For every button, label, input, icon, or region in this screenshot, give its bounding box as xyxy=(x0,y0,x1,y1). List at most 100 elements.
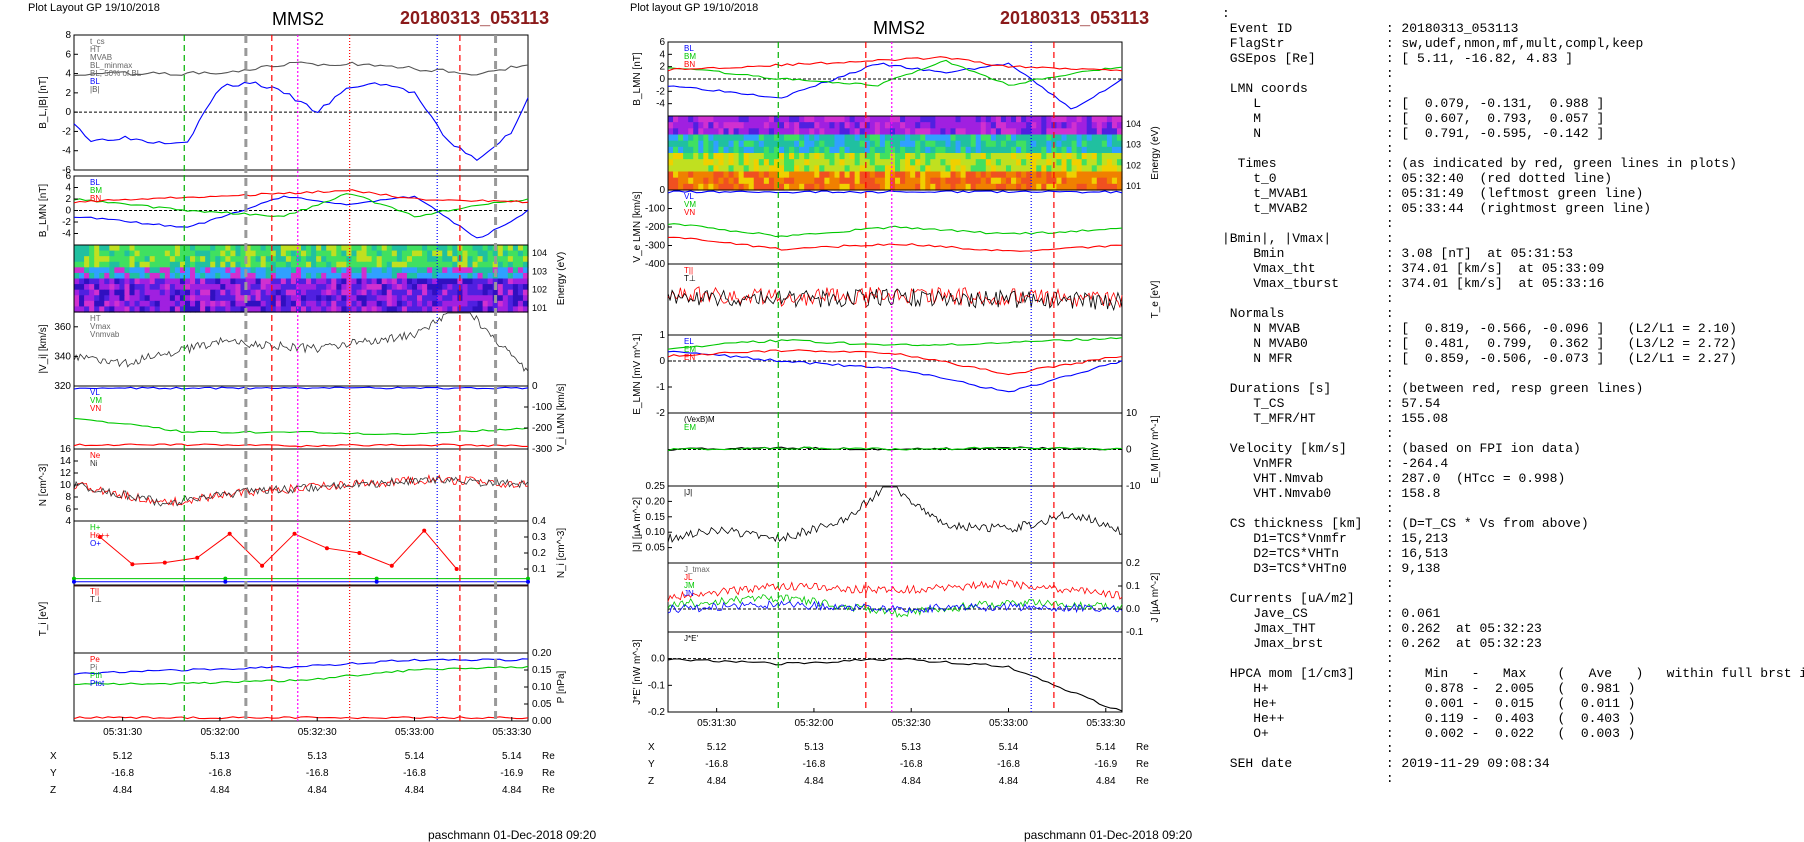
right-chart-heatmap-cell xyxy=(743,128,750,136)
right-chart-ephemeris-value: 5.12 xyxy=(707,742,727,753)
right-chart-heatmap-cell xyxy=(758,122,765,129)
right-chart-heatmap-cell xyxy=(844,146,851,154)
left-chart-heatmap-cell xyxy=(129,295,136,302)
right-chart-heatmap-cell xyxy=(804,146,810,154)
left-chart-heatmap-cell xyxy=(522,256,529,263)
left-chart-tick-label: 8 xyxy=(65,30,71,41)
right-chart-heatmap-cell xyxy=(824,177,831,185)
right-chart-axis-label: |J| [µA m^-2] xyxy=(632,497,643,552)
left-chart-heatmap-cell xyxy=(386,295,393,302)
left-chart-heatmap-cell xyxy=(190,306,196,313)
left-chart-heatmap-cell xyxy=(442,245,448,252)
right-chart-heatmap-cell xyxy=(945,116,952,123)
left-chart-heatmap-cell xyxy=(386,272,393,280)
right-chart-heatmap-cell xyxy=(905,146,911,154)
left-chart-data-point xyxy=(260,563,265,568)
right-chart-heatmap-cell xyxy=(1071,171,1078,179)
right-chart-heatmap-cell xyxy=(935,177,941,185)
left-chart-heatmap-cell xyxy=(306,256,312,263)
left-chart-heatmap-cell xyxy=(341,261,347,268)
left-chart-heatmap-cell xyxy=(99,250,105,257)
right-chart-heatmap-cell xyxy=(1081,140,1088,148)
right-chart-heatmap-cell xyxy=(834,128,841,136)
right-chart-heatmap-cell xyxy=(778,171,785,179)
right-chart-axis-label: V_e LMN [km/s] xyxy=(632,191,643,262)
left-chart-heatmap-cell xyxy=(164,256,171,263)
right-chart-heatmap-cell xyxy=(975,146,982,154)
right-chart-heatmap-cell xyxy=(970,122,977,129)
info-line: O+ : 0.002 - 0.022 ( 0.003 ) xyxy=(1222,726,1636,741)
right-chart-heatmap-cell xyxy=(668,159,674,166)
left-chart-data-point xyxy=(72,576,76,581)
info-line: : xyxy=(1222,66,1394,81)
right-chart-heatmap-cell xyxy=(980,183,987,191)
right-chart-heatmap-cell xyxy=(738,122,745,129)
right-chart-heatmap-cell xyxy=(955,116,962,123)
left-chart-heatmap-cell xyxy=(159,245,166,252)
left-chart-heatmap-cell xyxy=(437,278,443,285)
right-chart-heatmap-cell xyxy=(718,165,725,173)
right-chart-heatmap-cell xyxy=(784,122,790,129)
left-chart-series-line xyxy=(73,658,529,675)
right-chart-heatmap-cell xyxy=(753,183,760,191)
right-chart-heatmap-cell xyxy=(970,134,977,142)
left-chart-heatmap-cell xyxy=(396,289,403,296)
left-chart-heatmap-cell xyxy=(104,278,110,285)
left-chart-heatmap-cell xyxy=(301,295,307,302)
right-chart-heatmap-cell xyxy=(1086,140,1093,148)
right-chart-heatmap-cell xyxy=(778,128,785,136)
left-chart-heatmap-cell xyxy=(190,256,196,263)
left-chart-heatmap-cell xyxy=(255,272,262,280)
left-chart-heatmap-cell xyxy=(467,267,474,274)
right-chart-tick-label: -0.1 xyxy=(1126,627,1144,638)
right-chart-heatmap-cell xyxy=(1005,140,1012,148)
left-chart-heatmap-cell xyxy=(432,261,438,268)
left-chart-heatmap-cell xyxy=(401,278,408,285)
right-chart-heatmap-cell xyxy=(834,183,841,191)
right-chart-heatmap-cell xyxy=(794,153,800,160)
info-line: : xyxy=(1222,501,1394,516)
left-chart-heatmap-cell xyxy=(306,284,312,291)
right-chart-heatmap-cell xyxy=(1051,146,1058,154)
info-line: Times : (as indicated by red, green line… xyxy=(1222,156,1737,171)
left-chart-heatmap-cell xyxy=(195,284,201,291)
right-chart-heatmap-cell xyxy=(1116,128,1123,136)
right-chart-legend-entry: T|| xyxy=(684,266,693,275)
right-chart-heatmap-cell xyxy=(753,165,760,173)
left-chart-data-point xyxy=(223,576,228,581)
left-chart-heatmap-cell xyxy=(452,250,458,257)
right-chart-heatmap-cell xyxy=(985,165,992,173)
left-chart-heatmap-cell xyxy=(205,267,211,274)
left-chart-heatmap-cell xyxy=(260,256,267,263)
left-chart-heatmap-cell xyxy=(129,300,136,308)
right-chart-heatmap-cell xyxy=(748,116,755,123)
right-chart-axis-label: T_e [eV] xyxy=(1150,280,1161,318)
right-chart-heatmap-cell xyxy=(758,128,765,136)
left-chart-heatmap-cell xyxy=(502,245,509,252)
left-chart-heatmap-cell xyxy=(366,272,373,280)
left-chart-heatmap-cell xyxy=(331,289,337,296)
right-chart-heatmap-cell xyxy=(950,140,957,148)
right-chart-heatmap-cell xyxy=(829,116,836,123)
right-chart-heatmap-cell xyxy=(789,171,795,179)
left-chart-heatmap-cell xyxy=(386,306,393,313)
right-chart-heatmap-cell xyxy=(900,122,906,129)
left-chart-heatmap-cell xyxy=(250,278,257,285)
right-chart-heatmap-cell xyxy=(829,183,836,191)
left-chart-heatmap-cell xyxy=(99,267,105,274)
right-chart-heatmap-cell xyxy=(738,146,745,154)
right-chart-ephemeris-value: -16.8 xyxy=(900,759,923,770)
right-chart-heatmap-cell xyxy=(960,183,967,191)
left-chart-heatmap-cell xyxy=(154,306,161,313)
left-chart-heatmap-cell xyxy=(512,245,519,252)
right-chart-heatmap-cell xyxy=(980,134,987,142)
left-chart-heatmap-cell xyxy=(472,261,479,268)
right-chart-ephemeris-value: -16.8 xyxy=(997,759,1020,770)
left-chart-heatmap-cell xyxy=(260,295,267,302)
right-chart-heatmap-cell xyxy=(1011,128,1017,136)
left-chart-heatmap-cell xyxy=(164,306,171,313)
right-chart-legend-entry: VN xyxy=(684,208,695,217)
right-chart-heatmap-cell xyxy=(884,140,891,148)
left-chart-heatmap-cell xyxy=(502,306,509,313)
left-chart-heatmap-cell xyxy=(84,272,90,280)
